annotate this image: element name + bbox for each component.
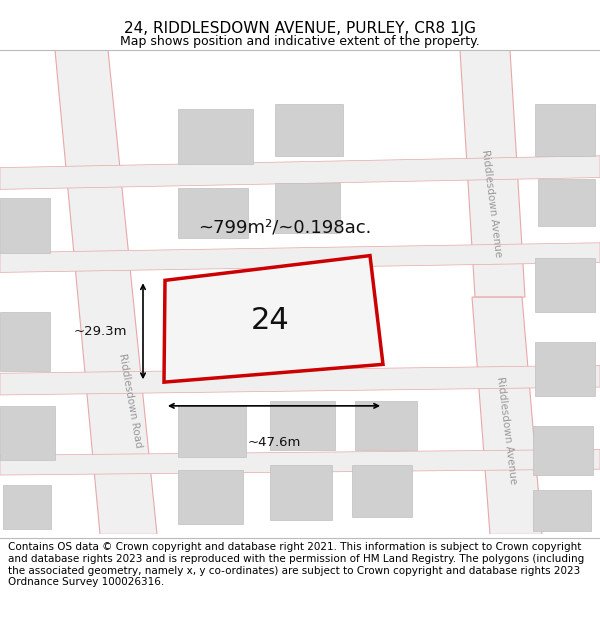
Text: Contains OS data © Crown copyright and database right 2021. This information is : Contains OS data © Crown copyright and d… [8,542,584,588]
Polygon shape [178,406,246,458]
Polygon shape [178,188,248,238]
Text: 24, RIDDLESDOWN AVENUE, PURLEY, CR8 1JG: 24, RIDDLESDOWN AVENUE, PURLEY, CR8 1JG [124,21,476,36]
Polygon shape [472,297,542,534]
Text: ~29.3m: ~29.3m [74,325,127,338]
Text: Riddlesdown Avenue: Riddlesdown Avenue [496,376,518,485]
Polygon shape [535,342,595,396]
Polygon shape [275,184,340,233]
Polygon shape [533,490,591,531]
Polygon shape [0,406,55,460]
Polygon shape [0,156,600,189]
Polygon shape [275,104,343,156]
Polygon shape [215,305,277,356]
Text: ~47.6m: ~47.6m [247,436,301,449]
Polygon shape [164,256,383,382]
Polygon shape [535,104,595,156]
Polygon shape [533,426,593,475]
Polygon shape [460,50,525,297]
Polygon shape [0,312,50,371]
Polygon shape [0,449,600,475]
Text: Riddlesdown Avenue: Riddlesdown Avenue [481,149,503,258]
Text: Riddlesdown Road: Riddlesdown Road [117,353,143,449]
Polygon shape [355,401,417,451]
Text: ~799m²/~0.198ac.: ~799m²/~0.198ac. [199,219,371,237]
Polygon shape [3,485,51,529]
Polygon shape [0,242,600,272]
Polygon shape [535,258,595,312]
Polygon shape [270,401,335,451]
Polygon shape [178,109,253,164]
Polygon shape [178,470,243,524]
Polygon shape [270,465,332,519]
Polygon shape [538,179,595,226]
Polygon shape [0,198,50,252]
Polygon shape [352,465,412,517]
Text: 24: 24 [251,306,290,335]
Polygon shape [0,366,600,395]
Polygon shape [55,50,157,534]
Text: Map shows position and indicative extent of the property.: Map shows position and indicative extent… [120,35,480,48]
